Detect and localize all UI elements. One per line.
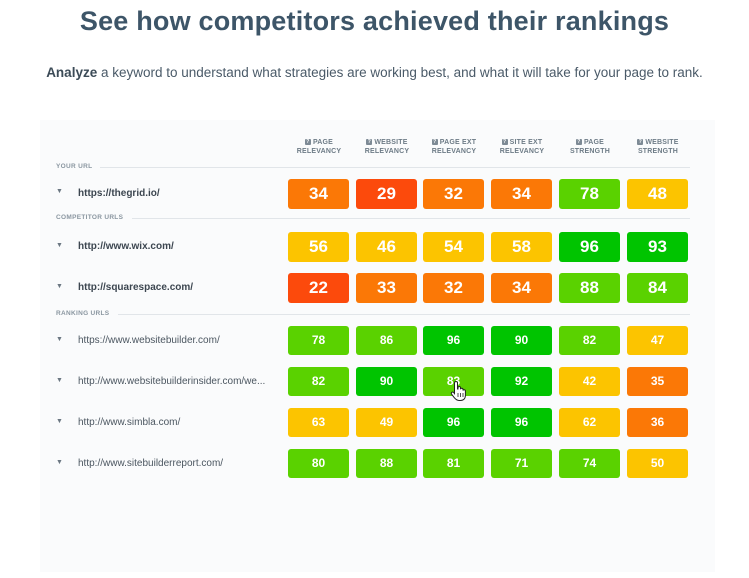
score-cell[interactable]: 62	[559, 408, 620, 437]
score-cell[interactable]: 34	[288, 179, 349, 209]
triangle-down-icon[interactable]: ▼	[56, 459, 63, 466]
score-cell[interactable]: 81	[423, 449, 484, 478]
score-cell[interactable]: 34	[491, 273, 552, 303]
score-cell[interactable]: 36	[627, 408, 688, 437]
question-mark-icon[interactable]: ?	[366, 139, 373, 145]
hand-pointer-icon	[450, 380, 466, 401]
section-label-your-url: YOUR URL	[56, 163, 93, 170]
score-cell[interactable]: 90	[356, 367, 417, 396]
score-cell[interactable]: 96	[423, 326, 484, 355]
score-cell[interactable]: 29	[356, 179, 417, 209]
row-url[interactable]: https://www.websitebuilder.com/	[78, 335, 220, 346]
row-url[interactable]: http://www.websitebuilderinsider.com/we.…	[78, 376, 266, 387]
score-cell[interactable]: 46	[356, 232, 417, 262]
score-cell[interactable]: 58	[491, 232, 552, 262]
row-url[interactable]: http://www.wix.com/	[78, 241, 174, 252]
score-cell[interactable]: 82	[559, 326, 620, 355]
score-cell[interactable]: 84	[627, 273, 688, 303]
triangle-down-icon[interactable]: ▼	[56, 188, 63, 195]
row-url[interactable]: http://www.sitebuilderreport.com/	[78, 458, 224, 469]
score-cell[interactable]: 74	[559, 449, 620, 478]
row-url[interactable]: https://thegrid.io/	[78, 188, 160, 199]
score-cell[interactable]: 78	[288, 326, 349, 355]
column-header-website-relevancy[interactable]: ? WEBSITE RELEVANCY	[364, 139, 410, 155]
score-cell[interactable]: 82	[288, 367, 349, 396]
triangle-down-icon[interactable]: ▼	[56, 336, 63, 343]
score-cell[interactable]: 32	[423, 273, 484, 303]
divider	[132, 218, 690, 219]
score-cell[interactable]: 34	[491, 179, 552, 209]
score-cell[interactable]: 71	[491, 449, 552, 478]
score-cell[interactable]: 92	[491, 367, 552, 396]
question-mark-icon[interactable]: ?	[575, 139, 582, 145]
score-cell[interactable]: 49	[356, 408, 417, 437]
question-mark-icon[interactable]: ?	[304, 139, 311, 145]
score-cell[interactable]: 32	[423, 179, 484, 209]
score-cell[interactable]: 88	[559, 273, 620, 303]
score-cell[interactable]: 22	[288, 273, 349, 303]
score-cell[interactable]: 96	[423, 408, 484, 437]
score-cell[interactable]: 48	[627, 179, 688, 209]
score-cell[interactable]: 33	[356, 273, 417, 303]
score-cell[interactable]: 50	[627, 449, 688, 478]
score-cell[interactable]: 88	[356, 449, 417, 478]
column-header-website-strength[interactable]: ? WEBSITE STRENGTH	[637, 139, 679, 155]
score-cell[interactable]: 35	[627, 367, 688, 396]
subtitle-text: a keyword to understand what strategies …	[97, 65, 703, 80]
triangle-down-icon[interactable]: ▼	[56, 377, 63, 384]
column-header-site-ext-relevancy[interactable]: ? SITE EXT RELEVANCY	[499, 139, 545, 155]
section-label-ranking-urls: RANKING URLS	[56, 310, 110, 317]
score-cell[interactable]: 42	[559, 367, 620, 396]
divider	[100, 167, 690, 168]
triangle-down-icon[interactable]: ▼	[56, 283, 63, 290]
score-cell[interactable]: 86	[356, 326, 417, 355]
column-header-page-ext-relevancy[interactable]: ? PAGE EXT RELEVANCY	[431, 139, 477, 155]
question-mark-icon[interactable]: ?	[637, 139, 644, 145]
score-cell[interactable]: 96	[559, 232, 620, 262]
score-cell[interactable]: 96	[491, 408, 552, 437]
score-cell[interactable]: 93	[627, 232, 688, 262]
score-cell[interactable]: 63	[288, 408, 349, 437]
triangle-down-icon[interactable]: ▼	[56, 242, 63, 249]
subtitle-emphasis: Analyze	[46, 65, 98, 80]
row-url[interactable]: http://www.simbla.com/	[78, 417, 181, 428]
page-subtitle: Analyze a keyword to understand what str…	[0, 65, 749, 80]
row-url[interactable]: http://squarespace.com/	[78, 282, 194, 293]
question-mark-icon[interactable]: ?	[501, 139, 508, 145]
triangle-down-icon[interactable]: ▼	[56, 418, 63, 425]
column-header-page-relevancy[interactable]: ? PAGE RELEVANCY	[296, 139, 342, 155]
score-cell[interactable]: 80	[288, 449, 349, 478]
score-cell[interactable]: 56	[288, 232, 349, 262]
score-cell[interactable]: 90	[491, 326, 552, 355]
score-cell[interactable]: 54	[423, 232, 484, 262]
section-label-competitor-urls: COMPETITOR URLS	[56, 214, 124, 221]
score-cell[interactable]: 47	[627, 326, 688, 355]
divider	[118, 314, 690, 315]
page-title: See how competitors achieved their ranki…	[79, 6, 670, 36]
score-cell[interactable]: 78	[559, 179, 620, 209]
score-cell[interactable]: 83	[423, 367, 484, 396]
column-header-page-strength[interactable]: ? PAGE STRENGTH	[569, 139, 611, 155]
question-mark-icon[interactable]: ?	[431, 139, 438, 145]
